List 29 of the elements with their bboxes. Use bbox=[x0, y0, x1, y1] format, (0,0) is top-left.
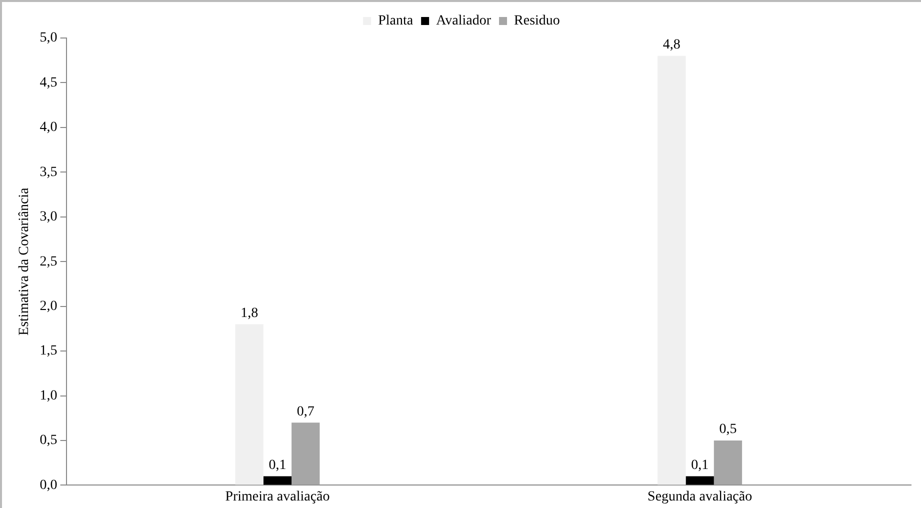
y-tick-label: 0,5 bbox=[40, 433, 58, 448]
y-tick-label: 2,5 bbox=[40, 254, 58, 270]
y-tick-label: 2,0 bbox=[40, 298, 58, 314]
bar bbox=[292, 422, 320, 485]
y-tick-label: 5,0 bbox=[40, 30, 58, 46]
data-label: 0,5 bbox=[719, 422, 737, 438]
x-tick-label: Primeira avaliação bbox=[225, 489, 330, 504]
data-label: 0,1 bbox=[691, 458, 709, 473]
bar bbox=[658, 56, 686, 485]
x-tick-label: Segunda avaliação bbox=[648, 489, 752, 504]
y-tick-label: 1,5 bbox=[40, 344, 58, 359]
y-tick-label: 3,5 bbox=[40, 164, 58, 180]
bar bbox=[714, 440, 742, 485]
legend-label: Avaliador bbox=[436, 14, 492, 29]
data-label: 1,8 bbox=[240, 306, 258, 321]
legend-label: Planta bbox=[378, 14, 414, 29]
y-tick-label: 1,0 bbox=[40, 388, 58, 404]
y-tick-label: 3,0 bbox=[40, 210, 58, 225]
y-tick-label: 4,5 bbox=[40, 75, 58, 90]
data-label: 0,1 bbox=[268, 458, 286, 473]
y-axis-title: Estimativa da Covariância bbox=[17, 186, 32, 336]
bar bbox=[235, 324, 264, 485]
legend-label: Residuo bbox=[514, 14, 560, 29]
data-label: 4,8 bbox=[662, 38, 680, 53]
y-tick-label: 0,0 bbox=[40, 478, 58, 493]
bar bbox=[686, 476, 714, 485]
y-tick-label: 4,0 bbox=[40, 120, 58, 136]
bar bbox=[263, 476, 292, 485]
data-label: 0,7 bbox=[296, 404, 314, 420]
